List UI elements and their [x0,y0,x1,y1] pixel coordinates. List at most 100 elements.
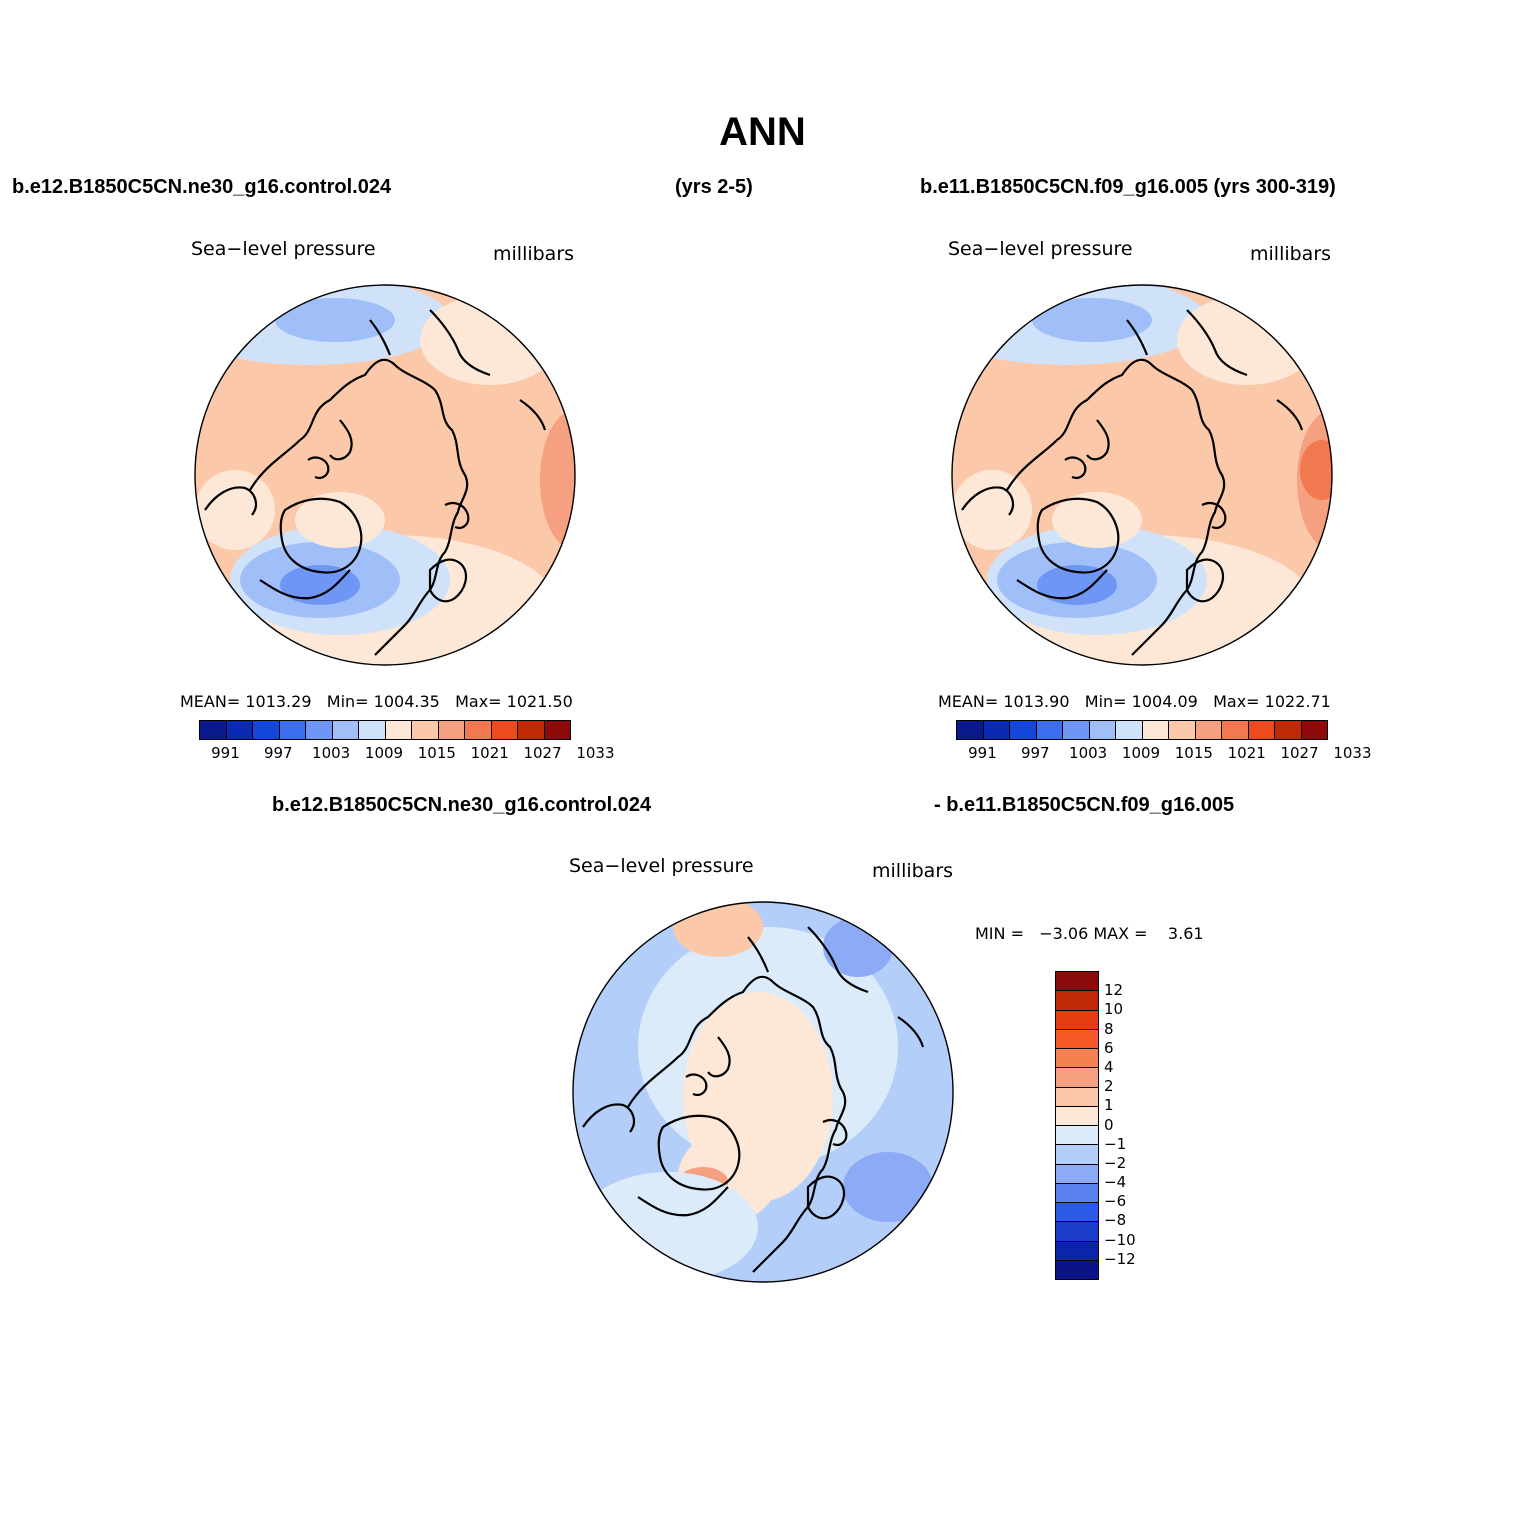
coastline [1064,456,1087,479]
pressure-region [540,410,575,550]
left-mean-value: 1013.29 [245,692,312,711]
colorbar-swatch [1195,721,1222,739]
case-header-right: b.e11.B1850C5CN.f09_g16.005 (yrs 300-319… [920,176,1336,198]
right-mean-value: 1013.90 [1003,692,1070,711]
colorbar-tick-label: 8 [1104,1019,1114,1038]
pressure-region [280,565,360,605]
pressure-region [843,1152,933,1222]
right-min-label: Min= [1084,692,1127,711]
map-boundary [194,284,576,666]
colorbar-swatch [1275,721,1302,739]
colorbar-swatch [1056,1029,1098,1049]
left-max-value: 1021.50 [506,692,573,711]
colorbar-swatch [957,721,984,739]
coastline [1201,501,1227,529]
pressure-region [578,1172,758,1282]
colorbar-tick-label: 1033 [1333,744,1372,762]
coastline [807,926,869,994]
right-colorbar [956,720,1328,740]
pressure-region [673,902,763,957]
colorbar-swatch [1089,721,1116,739]
colorbar-tick-label: −4 [1104,1173,1127,1192]
pressure-region [1032,298,1152,342]
colorbar-swatch [1248,721,1275,739]
pressure-region [1052,492,1142,548]
map-boundary [951,284,1333,666]
colorbar-swatch [332,721,359,739]
colorbar-swatch [1056,1145,1098,1165]
colorbar-tick-label: 1009 [364,744,404,762]
coastline [369,319,392,356]
coastlines [204,309,547,656]
colorbar-tick-label: 997 [1020,744,1050,762]
diff-units-label: millibars [872,860,954,882]
coastline [685,1073,708,1096]
left-colorbar [199,720,571,740]
left-polar-map [194,284,576,666]
pressure-region [952,470,1032,550]
left-stats: MEAN= 1013.29 Min= 1004.35 Max= 1021.50 [180,692,573,711]
pressure-region [823,917,893,977]
pressure-region [295,492,385,548]
colorbar-swatch [544,721,570,739]
colorbar-swatch [1056,1222,1098,1242]
colorbar-swatch [1056,1126,1098,1146]
colorbar-swatch [1056,1010,1098,1030]
left-max-label: Max= [455,692,502,711]
right-mean-label: MEAN= [938,692,999,711]
colorbar-swatch [1056,1203,1098,1223]
colorbar-swatch [200,721,227,739]
coastline [657,1114,741,1191]
left-min-value: 1004.35 [373,692,440,711]
colorbar-tick-label: 1015 [417,744,456,762]
colorbar-tick-label: −10 [1104,1230,1136,1249]
coastline [822,1118,848,1146]
colorbar-swatch [1056,1260,1098,1279]
coastline [519,399,547,431]
colorbar-tick-label: 10 [1104,1000,1124,1019]
diff-variable-label: Sea−level pressure [569,855,754,877]
colorbar-tick-label: 991 [968,744,997,762]
figure-title: ANN [719,110,806,154]
colorbar-swatch [1056,1164,1098,1184]
colorbar-swatch [1056,1183,1098,1203]
pressure-region [275,298,395,342]
case-header-left: b.e12.B1850C5CN.ne30_g16.control.024 [12,176,392,198]
colorbar-swatch [465,721,492,739]
right-units-label: millibars [1250,243,1332,265]
coastlines [961,309,1304,656]
colorbar-tick-label: 1033 [576,744,615,762]
colorbar-tick-label: 1021 [1227,744,1266,762]
map-boundary [572,901,954,1283]
contour-fill [952,285,1332,665]
colorbar-tick-label: 1003 [312,744,351,762]
right-max-value: 1022.71 [1264,692,1331,711]
colorbar-tick-label: 997 [263,744,293,762]
colorbar-swatch [1056,972,1098,992]
coastline [1016,569,1108,600]
diff-min-label: MIN = [975,924,1024,943]
coastline [707,1036,731,1078]
diff-max-label: MAX = [1093,924,1148,943]
colorbar-tick-label: −1 [1104,1134,1127,1153]
colorbar-tick-label: 1015 [1174,744,1213,762]
diff-header-right: - b.e11.B1850C5CN.f09_g16.005 [934,794,1235,816]
pressure-region [195,470,275,550]
diff-max-value: 3.61 [1167,924,1204,943]
coastline [204,486,258,516]
colorbar-swatch [1169,721,1196,739]
coastline [259,569,351,600]
colorbar-swatch [983,721,1010,739]
colorbar-tick-label: 4 [1104,1057,1114,1076]
colorbar-swatch [1056,1106,1098,1126]
diff-header-left: b.e12.B1850C5CN.ne30_g16.control.024 [272,794,652,816]
colorbar-swatch [226,721,253,739]
colorbar-tick-label: 1027 [523,744,562,762]
right-max-label: Max= [1213,692,1260,711]
diff-stats: MIN = −3.06 MAX = 3.61 [975,924,1204,943]
colorbar-swatch [1056,1049,1098,1069]
coastlines [582,926,925,1273]
coastline [429,309,491,377]
colorbar-tick-label: 991 [211,744,240,762]
colorbar-swatch [1222,721,1249,739]
